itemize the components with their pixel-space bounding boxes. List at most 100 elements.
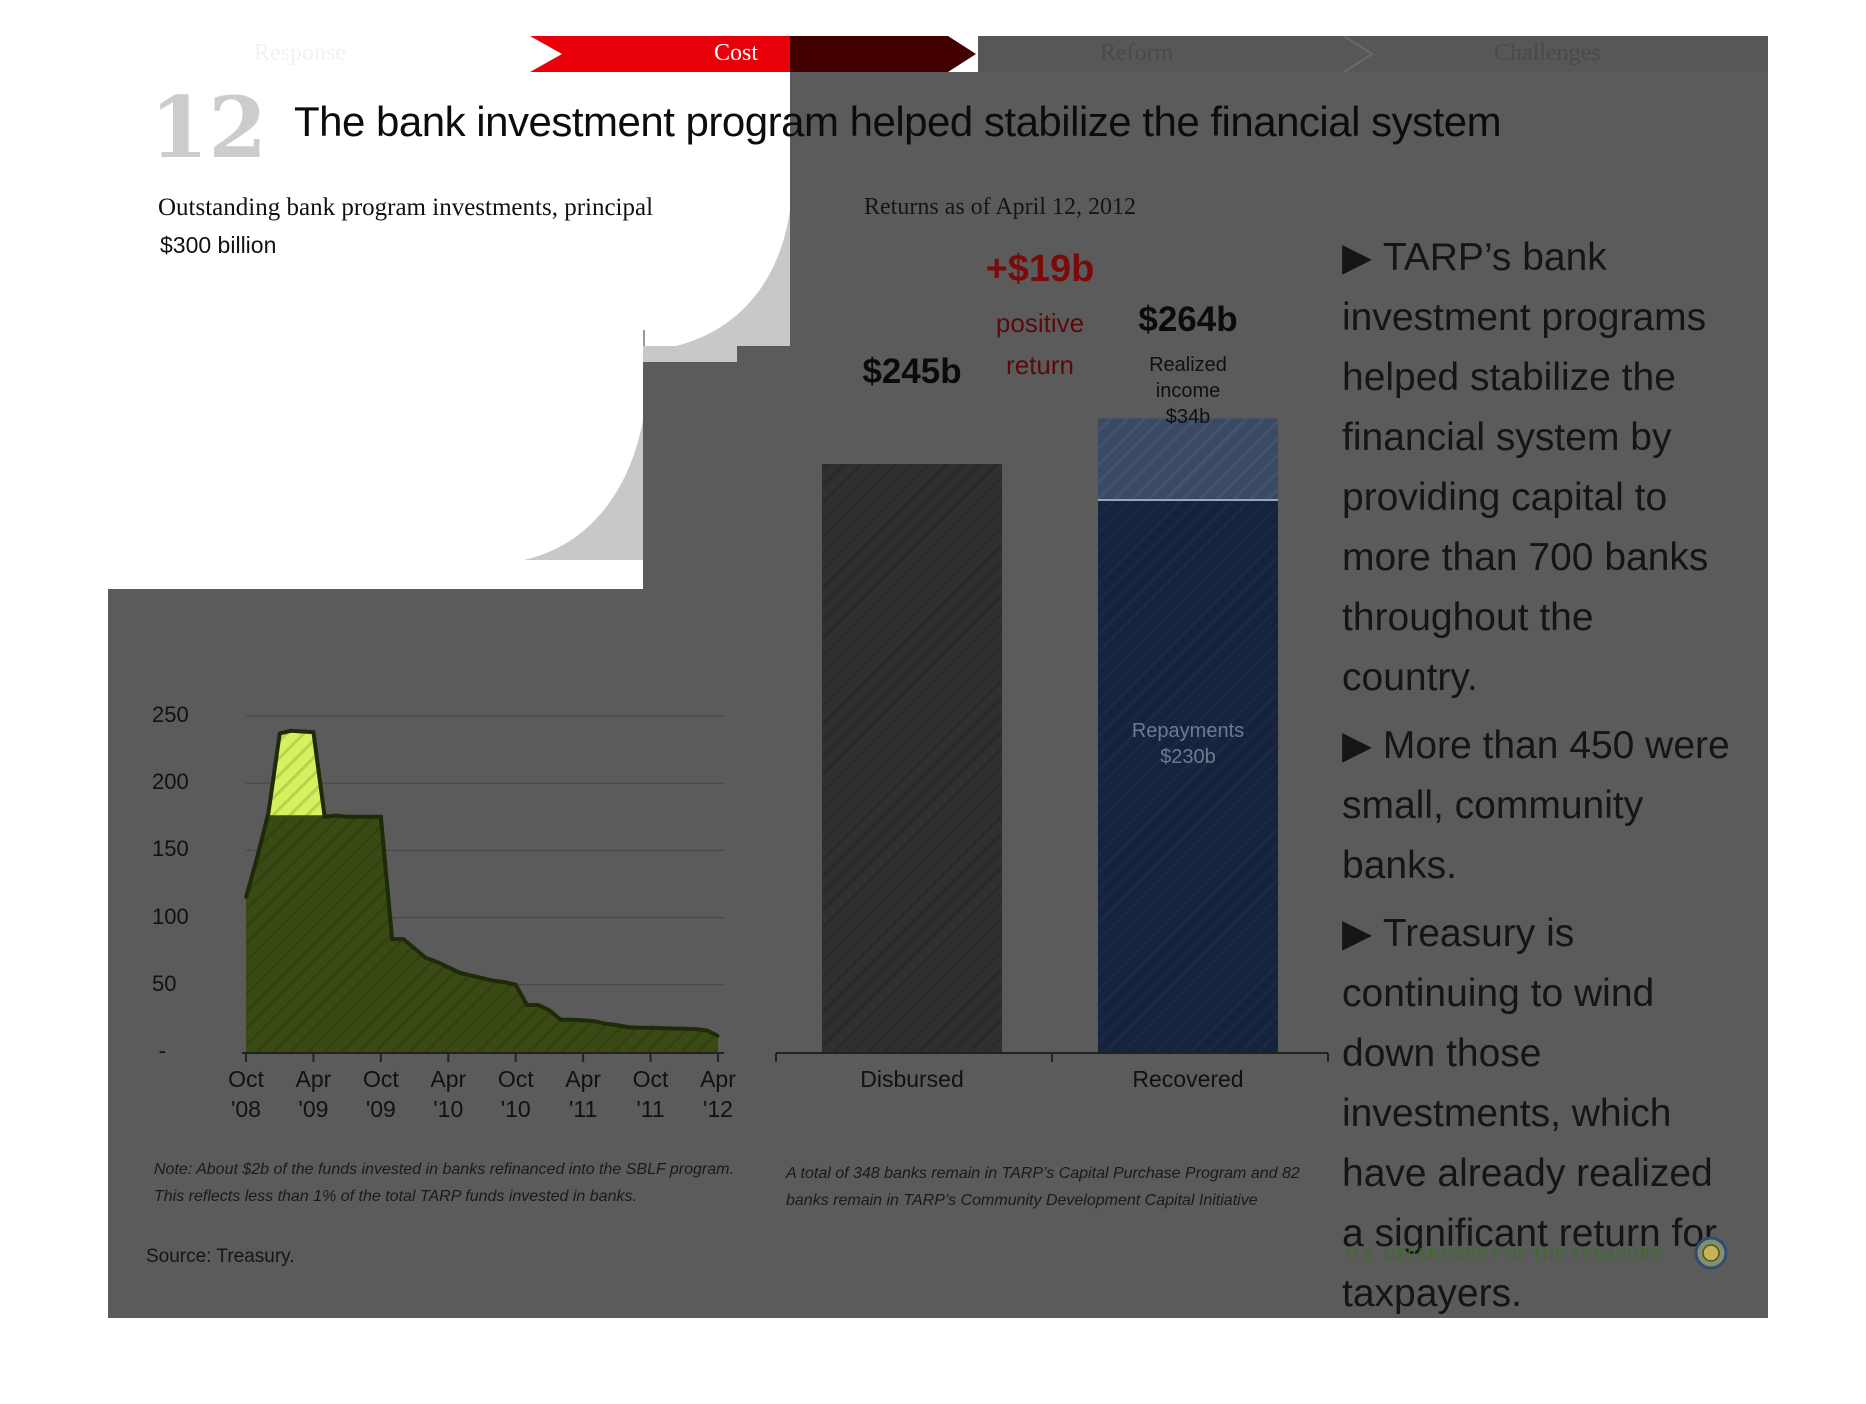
positive-return-text-1: positive — [995, 308, 1085, 338]
category-disbursed: Disbursed — [860, 1066, 964, 1092]
data-point — [244, 895, 248, 899]
data-point — [458, 971, 462, 975]
repay-line-1: Repayments — [1131, 720, 1245, 742]
right-chart-title: Returns as of April 12, 2012 — [864, 194, 1136, 220]
x-tick-label: Apr '09 — [295, 1066, 332, 1122]
x-tick-label: Oct '11 — [632, 1066, 669, 1122]
data-point — [469, 973, 473, 977]
treasury-seal-icon — [1694, 1236, 1728, 1270]
data-point — [604, 1022, 608, 1026]
data-point — [615, 1023, 619, 1027]
data-point — [716, 1034, 720, 1038]
x-tick-label: Oct '10 — [497, 1066, 534, 1122]
data-point — [323, 815, 327, 819]
slide-number: 12 — [150, 78, 267, 177]
bullet-list: ▶ TARP’s bank investment programs helped… — [1342, 228, 1732, 1332]
data-point — [300, 729, 304, 733]
area-series — [246, 730, 718, 1052]
data-point — [682, 1027, 686, 1031]
data-point — [480, 976, 484, 980]
positive-return-value: +$19b — [985, 248, 1095, 290]
data-point — [424, 956, 428, 960]
data-point — [334, 813, 338, 817]
data-point — [660, 1026, 664, 1030]
bullet-item: ▶ More than 450 were small, community ba… — [1342, 724, 1730, 887]
tab-reform[interactable]: Reform — [1100, 40, 1174, 66]
nav-separator-icon — [1343, 36, 1374, 72]
x-tick-label: Apr '11 — [565, 1066, 602, 1122]
data-point — [514, 983, 518, 987]
y-tick-label: - — [158, 1038, 166, 1063]
bullet-item: ▶ Treasury is continuing to wind down th… — [1342, 912, 1718, 1315]
x-tick-label: Apr '10 — [430, 1066, 467, 1122]
realized-line-2: income — [1155, 380, 1221, 402]
repay-line-2: $230b — [1160, 746, 1216, 768]
data-point — [345, 815, 349, 819]
realized-line-1: Realized — [1149, 354, 1227, 376]
bar-disbursed — [822, 464, 1002, 1052]
footer-org-name: U.S. DEPARTMENT OF THE TREASURY — [1346, 1244, 1664, 1263]
y-tick-label: 150 — [152, 836, 189, 862]
page-title: The bank investment program helped stabi… — [294, 98, 1502, 145]
data-point — [547, 1008, 551, 1012]
x-tick-label: Oct '08 — [228, 1066, 264, 1122]
tab-response[interactable]: Response — [254, 40, 346, 66]
data-point — [502, 980, 506, 984]
data-point — [289, 729, 293, 733]
data-point — [311, 730, 315, 734]
data-point — [671, 1026, 675, 1030]
right-chart-note: A total of 348 banks remain in TARP’s Ca… — [786, 1165, 1300, 1209]
triangle-bullet-icon: ▶ — [1342, 912, 1383, 955]
bar-repayments — [1098, 500, 1278, 1052]
triangle-bullet-icon: ▶ — [1342, 236, 1383, 279]
data-point — [694, 1027, 698, 1031]
y-tick-label: 250 — [152, 702, 189, 727]
bullet-item: ▶ TARP’s bank investment programs helped… — [1342, 236, 1709, 699]
data-point — [278, 731, 282, 735]
data-point — [491, 979, 495, 983]
nav-bar: Response Cost Reform Challenges — [0, 0, 1866, 80]
x-tick-label: Oct '09 — [362, 1066, 399, 1122]
recovered-total-label: $264b — [1138, 300, 1238, 339]
data-point — [626, 1025, 630, 1029]
data-point — [570, 1018, 574, 1022]
triangle-bullet-icon: ▶ — [1342, 724, 1383, 767]
x-tick-label: Apr '12 — [700, 1066, 736, 1122]
left-chart-unit: $300 billion — [160, 232, 277, 258]
data-point — [401, 937, 405, 941]
realized-line-3: $34b — [1165, 406, 1211, 428]
category-recovered: Recovered — [1132, 1066, 1244, 1092]
repayments-label: Repayments $230b — [1098, 718, 1278, 770]
tab-cost[interactable]: Cost — [714, 40, 759, 66]
data-point — [446, 965, 450, 969]
data-point — [559, 1018, 563, 1022]
source-note: Source: Treasury. — [146, 1246, 295, 1267]
left-chart-note: Note: About $2b of the funds invested in… — [154, 1161, 734, 1205]
data-point — [255, 855, 259, 859]
left-chart-title: Outstanding bank program investments, pr… — [158, 194, 654, 221]
data-point — [379, 815, 383, 819]
tab-cost-arrow[interactable] — [530, 36, 978, 72]
realized-income-label: Realized income $34b — [1098, 352, 1278, 430]
data-point — [649, 1026, 653, 1030]
positive-return-text-2: return — [1006, 350, 1074, 380]
data-point — [536, 1003, 540, 1007]
data-point — [581, 1018, 585, 1022]
data-point — [368, 815, 372, 819]
data-point — [356, 815, 360, 819]
data-point — [592, 1019, 596, 1023]
data-point — [637, 1026, 641, 1030]
data-point — [266, 811, 270, 815]
data-point — [390, 937, 394, 941]
data-point — [705, 1028, 709, 1032]
data-point — [435, 960, 439, 964]
data-point — [525, 1003, 529, 1007]
y-tick-label: 50 — [152, 970, 177, 996]
data-point — [413, 947, 417, 951]
y-tick-label: 100 — [152, 903, 189, 929]
tab-challenges[interactable]: Challenges — [1494, 40, 1601, 66]
disbursed-total-label: $245b — [862, 352, 962, 391]
y-tick-label: 200 — [152, 769, 189, 795]
